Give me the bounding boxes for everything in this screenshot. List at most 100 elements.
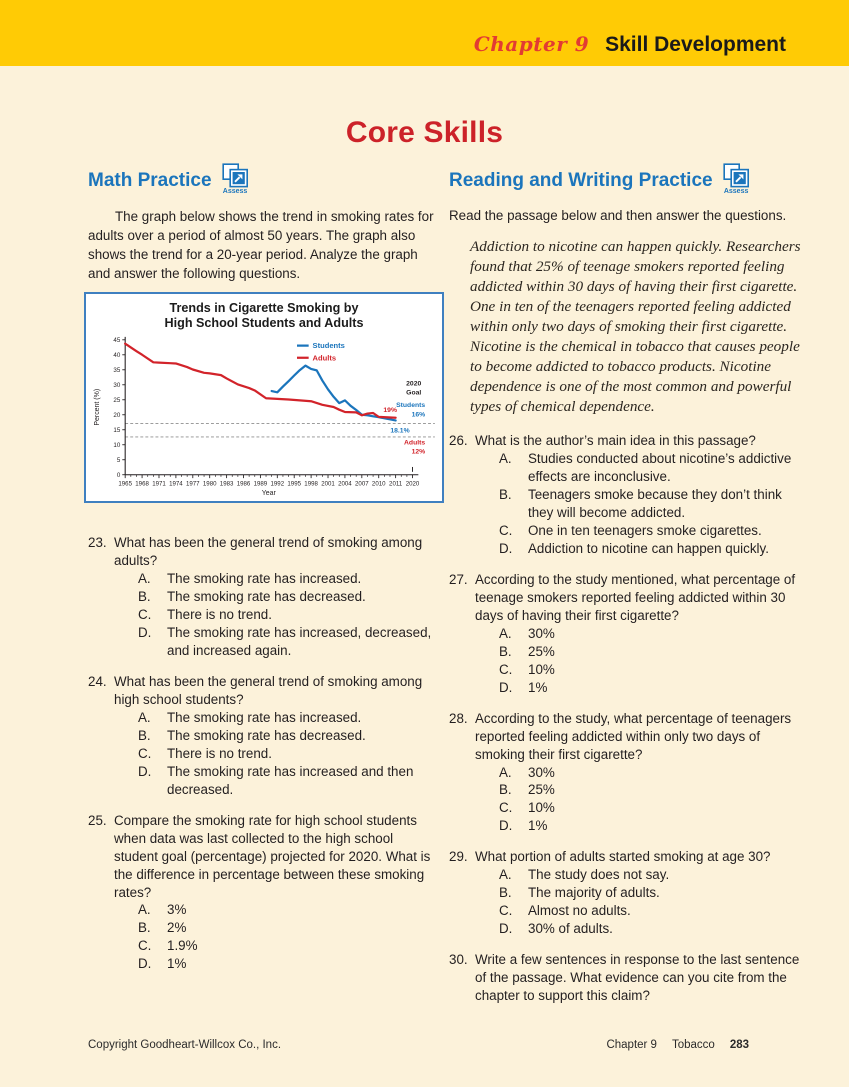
option-text: The smoking rate has decreased. — [167, 589, 366, 605]
answer-option: A. The smoking rate has increased. — [138, 570, 440, 588]
question-number: 23. — [88, 535, 107, 551]
answer-option: B. 2% — [138, 919, 440, 937]
option-text: The smoking rate has decreased. — [167, 727, 366, 743]
option-letter: B. — [499, 487, 512, 503]
option-text: The majority of adults. — [528, 885, 660, 901]
question-text: Write a few sentences in response to the… — [475, 952, 800, 1004]
assess-icon[interactable]: Assess — [722, 163, 750, 195]
answer-option: B. The smoking rate has decreased. — [138, 588, 440, 606]
option-letter: A. — [138, 709, 151, 725]
footer-copyright: Copyright Goodheart-Willcox Co., Inc. — [88, 1039, 282, 1051]
option-text: 3% — [167, 902, 187, 918]
answer-option: C. 1.9% — [138, 937, 440, 955]
page-footer: Copyright Goodheart-Willcox Co., Inc. Ch… — [0, 1039, 849, 1051]
svg-text:1983: 1983 — [220, 481, 234, 488]
option-text: The smoking rate has increased, decrease… — [167, 625, 432, 659]
legend-students: Students — [313, 341, 345, 350]
option-letter: A. — [138, 571, 151, 587]
question-text: What has been the general trend of smoki… — [114, 674, 423, 707]
svg-text:30: 30 — [113, 382, 120, 389]
option-letter: D. — [499, 818, 513, 834]
option-text: 1% — [528, 818, 548, 834]
option-letter: C. — [138, 938, 152, 954]
question-body: What has been the general trend of smoki… — [114, 673, 440, 799]
answer-option: A. The study does not say. — [499, 866, 806, 884]
answer-option: C. 10% — [499, 661, 806, 679]
math-practice-heading-text: Math Practice — [88, 170, 212, 191]
content-columns: Math Practice Assess The graph below sho… — [84, 163, 806, 1018]
option-letter: A. — [499, 625, 512, 641]
assess-icon[interactable]: Assess — [221, 163, 249, 195]
footer-page-number: 283 — [729, 1039, 749, 1051]
option-text: 10% — [528, 661, 555, 677]
question-29: 29. What portion of adults started smokin… — [449, 848, 806, 938]
question-body: According to the study mentioned, what p… — [475, 571, 806, 697]
students-line — [270, 364, 397, 422]
answer-option: C. Almost no adults. — [499, 902, 806, 920]
question-body: What is the author’s main idea in this p… — [475, 432, 806, 558]
option-text: 30% — [528, 764, 555, 780]
annotation-goal-header: 2020 — [406, 381, 421, 388]
annotation-students-goal: 16% — [412, 412, 426, 419]
answer-option: D. 1% — [499, 679, 806, 697]
answer-option: D. 1% — [138, 955, 440, 973]
option-text: 1.9% — [167, 938, 198, 954]
option-text: Addiction to nicotine can happen quickly… — [528, 541, 769, 557]
option-letter: B. — [499, 643, 512, 659]
svg-text:15: 15 — [113, 427, 120, 434]
question-28: 28. According to the study, what percenta… — [449, 710, 806, 836]
reading-questions: 26. What is the author’s main idea in thi… — [449, 432, 806, 1005]
option-text: There is no trend. — [167, 607, 272, 623]
svg-text:1971: 1971 — [152, 481, 166, 488]
option-text: 1% — [528, 679, 548, 695]
answer-option: C. There is no trend. — [138, 606, 440, 624]
answer-option: D. 30% of adults. — [499, 920, 806, 938]
svg-text:1968: 1968 — [135, 481, 149, 488]
option-text: The smoking rate has increased and then … — [167, 763, 414, 797]
svg-text:Percent (%): Percent (%) — [94, 389, 101, 426]
option-letter: A. — [499, 764, 512, 780]
svg-text:2007: 2007 — [355, 481, 369, 488]
answer-option: A. 30% — [499, 625, 806, 643]
option-letter: D. — [138, 956, 152, 972]
svg-text:1998: 1998 — [304, 481, 318, 488]
reading-writing-heading: Reading and Writing Practice Assess — [449, 163, 806, 195]
option-letter: B. — [138, 920, 151, 936]
svg-text:1992: 1992 — [271, 481, 285, 488]
footer-right: Chapter 9 Tobacco 283 — [606, 1039, 749, 1051]
svg-text:1980: 1980 — [203, 481, 217, 488]
option-text: 10% — [528, 800, 555, 816]
question-body: According to the study, what percentage … — [475, 710, 806, 836]
answer-option: D. The smoking rate has increased and the… — [138, 763, 440, 799]
option-letter: D. — [138, 625, 152, 641]
assess-arrow-icon — [221, 163, 248, 188]
footer-topic: Tobacco — [671, 1039, 715, 1051]
answer-option: D. Addiction to nicotine can happen quick… — [499, 540, 806, 558]
option-text: Studies conducted about nicotine’s addic… — [528, 451, 792, 485]
reading-lead: Read the passage below and then answer t… — [449, 208, 787, 223]
option-letter: B. — [138, 727, 151, 743]
page-title: Core Skills — [345, 116, 504, 149]
option-letter: B. — [138, 589, 151, 605]
svg-text:1974: 1974 — [169, 481, 183, 488]
option-letter: C. — [499, 903, 513, 919]
svg-text:0: 0 — [117, 472, 121, 479]
answer-option: B. 25% — [499, 781, 806, 799]
option-text: 1% — [167, 956, 187, 972]
option-letter: C. — [499, 523, 513, 539]
option-text: The study does not say. — [528, 867, 670, 883]
svg-text:1977: 1977 — [186, 481, 200, 488]
legend-adults: Adults — [313, 354, 337, 363]
question-number: 24. — [88, 674, 107, 690]
question-body: What portion of adults started smoking a… — [475, 848, 806, 938]
answer-option: C. One in ten teenagers smoke cigarettes. — [499, 522, 806, 540]
svg-text:10: 10 — [113, 442, 120, 449]
option-text: 30% of adults. — [528, 921, 613, 937]
assess-arrow-icon — [722, 163, 749, 188]
question-text: What is the author’s main idea in this p… — [475, 433, 756, 449]
svg-text:40: 40 — [113, 352, 120, 359]
header-title: Skill Development — [605, 33, 786, 56]
option-text: 25% — [528, 782, 555, 798]
question-number: 29. — [449, 849, 468, 865]
